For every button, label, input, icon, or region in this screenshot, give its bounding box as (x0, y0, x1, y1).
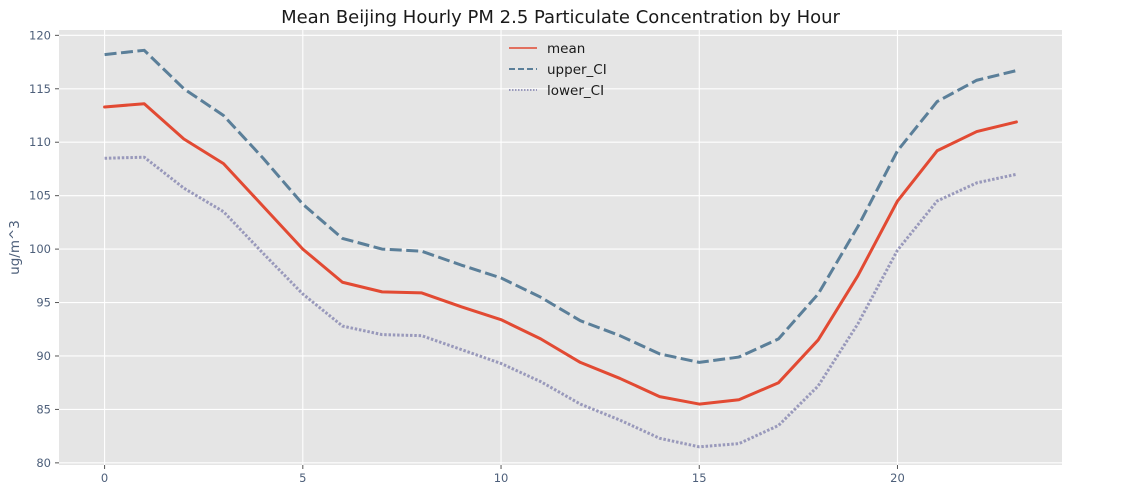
y-tick-label: 90 (36, 349, 51, 363)
series-line-mean (103, 102, 1018, 406)
y-axis-ticks: 80 85 90 95 100 105 110 115 120 (29, 28, 59, 470)
x-tick-label: 10 (494, 471, 509, 485)
grid-lines (59, 30, 1062, 465)
y-tick-label: 100 (29, 242, 51, 256)
x-tick-label: 0 (101, 471, 108, 485)
y-tick-label: 115 (29, 82, 51, 96)
y-axis-label: ug/m^3 (7, 220, 23, 275)
legend: mean upper_CI lower_CI (509, 41, 607, 99)
x-tick-label: 5 (299, 471, 306, 485)
plot-area (59, 30, 1062, 465)
y-tick-label: 120 (29, 28, 51, 42)
legend-label: lower_CI (547, 83, 604, 99)
x-tick-label: 15 (692, 471, 707, 485)
y-tick-label: 105 (29, 189, 51, 203)
y-tick-label: 80 (36, 456, 51, 470)
x-tick-label: 20 (890, 471, 905, 485)
series-line-lower-ci (104, 155, 1017, 449)
legend-label: mean (547, 41, 585, 57)
chart-title: Mean Beijing Hourly PM 2.5 Particulate C… (281, 7, 840, 28)
y-tick-label: 85 (36, 402, 51, 416)
y-tick-label: 95 (36, 296, 51, 310)
series-line-upper-ci (104, 48, 1017, 364)
series-lines (103, 48, 1018, 449)
y-tick-label: 110 (29, 135, 51, 149)
x-axis-ticks: 0 5 10 15 20 (101, 465, 905, 485)
legend-label: upper_CI (547, 62, 607, 78)
